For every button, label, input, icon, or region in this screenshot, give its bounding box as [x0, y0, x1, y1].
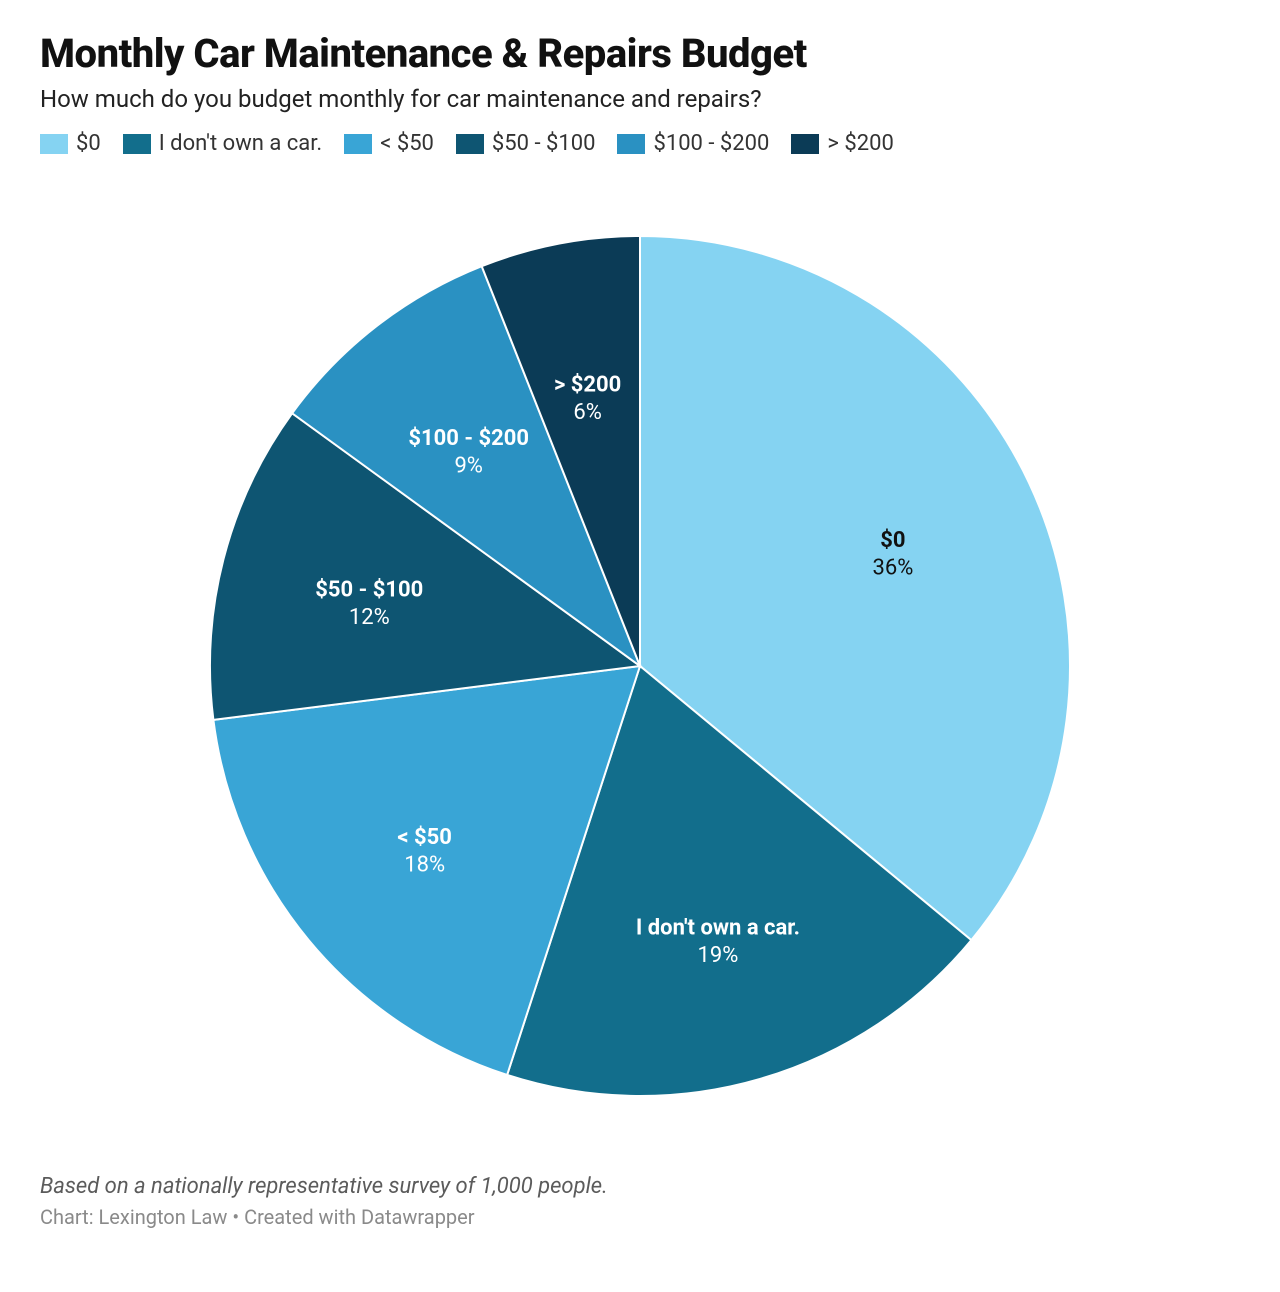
legend-item: < $50: [344, 131, 434, 156]
chart-area: $036%I don't own a car.19%< $5018%$50 - …: [40, 176, 1240, 1156]
legend-label: I don't own a car.: [159, 131, 322, 156]
legend-label: $0: [76, 131, 101, 156]
pie-chart: $036%I don't own a car.19%< $5018%$50 - …: [150, 176, 1130, 1156]
legend-label: $50 - $100: [492, 131, 596, 156]
legend-item: $100 - $200: [617, 131, 769, 156]
legend-label: $100 - $200: [653, 131, 769, 156]
legend-label: < $50: [380, 131, 434, 156]
legend-item: I don't own a car.: [123, 131, 322, 156]
legend-swatch: [456, 134, 484, 154]
chart-subtitle: How much do you budget monthly for car m…: [40, 85, 1240, 113]
legend-swatch: [40, 134, 68, 154]
chart-credit: Chart: Lexington Law • Created with Data…: [40, 1205, 1240, 1229]
legend-item: > $200: [791, 131, 893, 156]
legend-item: $0: [40, 131, 101, 156]
chart-footnote: Based on a nationally representative sur…: [40, 1174, 1240, 1199]
legend-swatch: [791, 134, 819, 154]
legend-swatch: [617, 134, 645, 154]
legend-swatch: [344, 134, 372, 154]
chart-title: Monthly Car Maintenance & Repairs Budget: [40, 30, 1240, 77]
legend-label: > $200: [827, 131, 893, 156]
chart-legend: $0 I don't own a car. < $50 $50 - $100 $100 …: [40, 131, 1240, 156]
legend-item: $50 - $100: [456, 131, 596, 156]
legend-swatch: [123, 134, 151, 154]
